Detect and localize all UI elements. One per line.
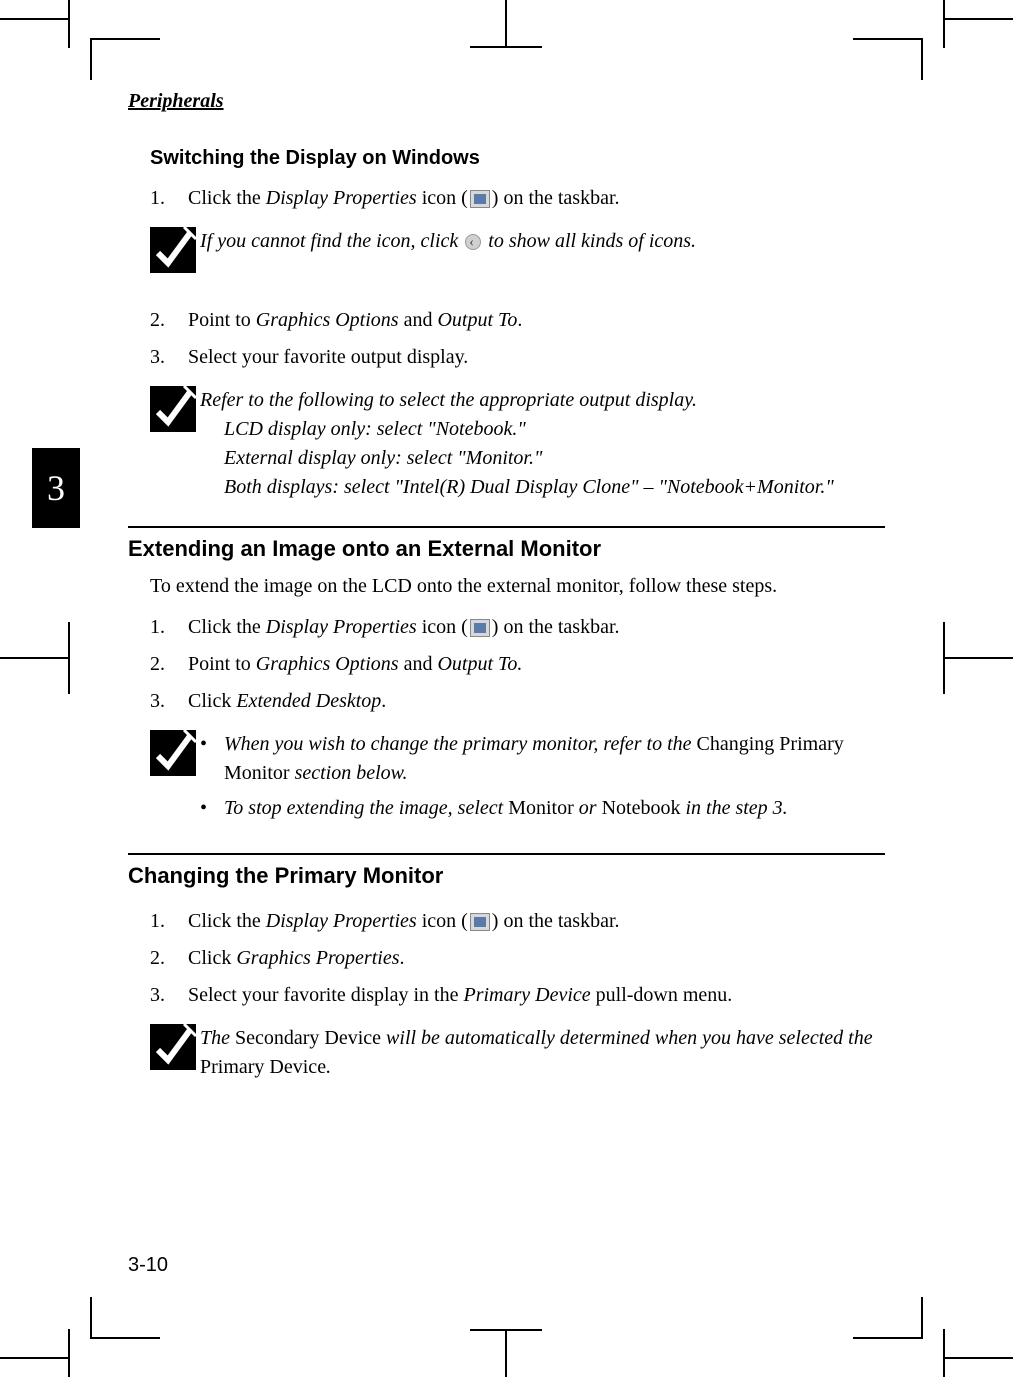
cropmark: [853, 38, 923, 80]
heading-switching-display: Switching the Display on Windows: [150, 147, 885, 170]
cropmark: [90, 38, 160, 80]
note-block: If you cannot find the icon, click to sh…: [150, 227, 885, 282]
chapter-tab: 3: [32, 448, 80, 528]
cropmark: [0, 1357, 70, 1359]
note-block: Refer to the following to select the app…: [150, 386, 885, 502]
steps-list: 2. Point to Graphics Options and Output …: [150, 306, 885, 372]
note-text: If you cannot find the icon, click to sh…: [200, 227, 885, 282]
cropmark: [68, 0, 70, 48]
step-number: 1.: [150, 907, 188, 936]
steps-list: 1. Click the Display Properties icon () …: [150, 184, 885, 213]
step-number: 1.: [150, 184, 188, 213]
display-properties-icon: [470, 190, 490, 208]
step-number: 2.: [150, 650, 188, 679]
list-item: 1. Click the Display Properties icon () …: [150, 184, 885, 213]
heading-changing-primary: Changing the Primary Monitor: [128, 853, 885, 889]
note-text: The Secondary Device will be automatical…: [200, 1024, 885, 1082]
page-number: 3-10: [128, 1254, 168, 1277]
list-item: 1. Click the Display Properties icon () …: [150, 907, 885, 936]
list-item: 2. Point to Graphics Options and Output …: [150, 306, 885, 335]
cropmark: [470, 46, 542, 48]
step-number: 3.: [150, 343, 188, 372]
heading-extending-image: Extending an Image onto an External Moni…: [128, 526, 885, 562]
list-item: 2. Point to Graphics Options and Output …: [150, 650, 885, 679]
cropmark: [0, 657, 70, 659]
expand-tray-icon: [465, 234, 481, 250]
step-number: 1.: [150, 613, 188, 642]
intro-text: To extend the image on the LCD onto the …: [150, 572, 885, 601]
display-properties-icon: [470, 619, 490, 637]
page-content: Peripherals Switching the Display on Win…: [128, 90, 885, 1106]
steps-list: 1. Click the Display Properties icon () …: [150, 907, 885, 1010]
cropmark: [505, 0, 507, 48]
list-item: 2. Click Graphics Properties.: [150, 944, 885, 973]
note-icon: [150, 227, 200, 282]
cropmark: [470, 1329, 542, 1331]
step-text: Point to Graphics Options and Output To.: [188, 306, 885, 335]
note-block: The Secondary Device will be automatical…: [150, 1024, 885, 1082]
note-text: •When you wish to change the primary mon…: [200, 730, 885, 829]
note-icon: [150, 730, 200, 829]
step-text: Click the Display Properties icon () on …: [188, 613, 885, 642]
cropmark: [68, 622, 70, 694]
step-text: Select your favorite output display.: [188, 343, 885, 372]
display-properties-icon: [470, 913, 490, 931]
cropmark: [505, 1329, 507, 1377]
note-icon: [150, 1024, 200, 1082]
step-text: Select your favorite display in the Prim…: [188, 981, 885, 1010]
cropmark: [853, 1297, 923, 1339]
step-number: 3.: [150, 981, 188, 1010]
step-text: Click the Display Properties icon () on …: [188, 907, 885, 936]
note-text: Refer to the following to select the app…: [200, 386, 885, 502]
list-item: 1. Click the Display Properties icon () …: [150, 613, 885, 642]
step-text: Click Graphics Properties.: [188, 944, 885, 973]
cropmark: [0, 18, 70, 20]
note-icon: [150, 386, 200, 502]
cropmark: [943, 622, 945, 694]
cropmark: [943, 18, 1013, 20]
step-number: 2.: [150, 306, 188, 335]
step-text: Click Extended Desktop.: [188, 687, 885, 716]
step-text: Point to Graphics Options and Output To.: [188, 650, 885, 679]
cropmark: [943, 1357, 1013, 1359]
step-number: 3.: [150, 687, 188, 716]
step-number: 2.: [150, 944, 188, 973]
note-block: •When you wish to change the primary mon…: [150, 730, 885, 829]
list-item: 3. Select your favorite display in the P…: [150, 981, 885, 1010]
cropmark: [943, 1329, 945, 1377]
list-item: 3. Select your favorite output display.: [150, 343, 885, 372]
cropmark: [943, 0, 945, 48]
running-header: Peripherals: [128, 90, 885, 113]
cropmark: [68, 1329, 70, 1377]
list-item: 3. Click Extended Desktop.: [150, 687, 885, 716]
steps-list: 1. Click the Display Properties icon () …: [150, 613, 885, 716]
step-text: Click the Display Properties icon () on …: [188, 184, 885, 213]
cropmark: [90, 1297, 160, 1339]
cropmark: [943, 657, 1013, 659]
